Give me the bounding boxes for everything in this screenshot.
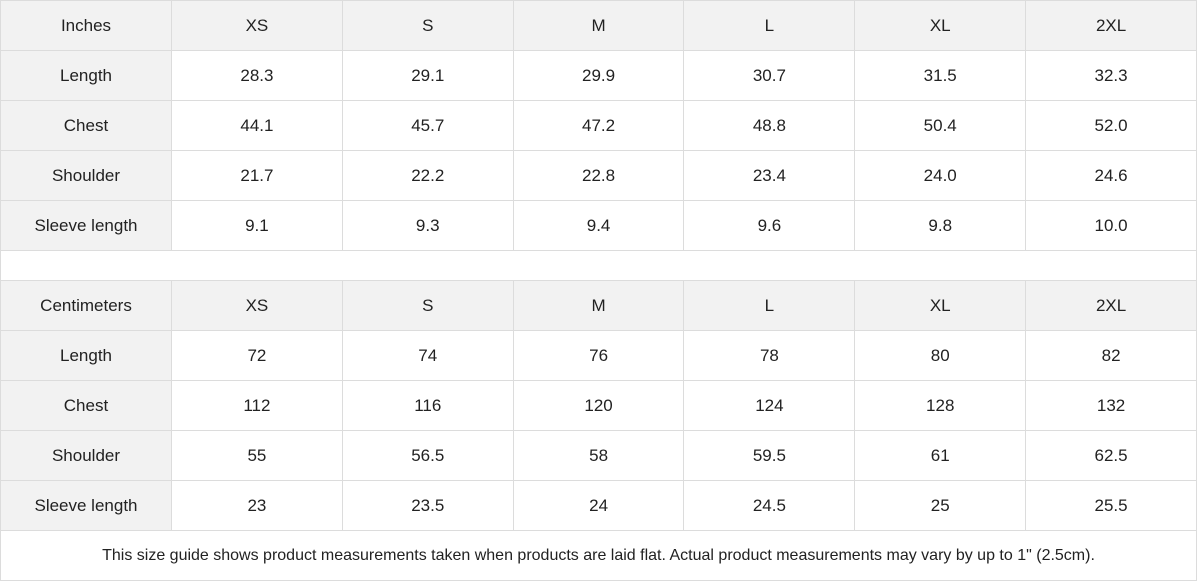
cell: 24.5 (683, 480, 856, 531)
cell: L (683, 280, 856, 331)
cell: 55 (171, 430, 343, 481)
cell: 23 (171, 480, 343, 531)
cell: M (512, 280, 685, 331)
cell: 124 (683, 380, 856, 431)
cell: XL (854, 0, 1027, 51)
row-label: Shoulder (0, 430, 172, 481)
cell: 21.7 (171, 150, 343, 201)
cell: M (512, 0, 685, 51)
cell: 47.2 (512, 100, 685, 151)
row-label: Length (0, 50, 172, 101)
inches-table-row: Shoulder 21.7 22.2 22.8 23.4 24.0 24.6 (0, 150, 1197, 201)
cell: L (683, 0, 856, 51)
cell: 24.6 (1025, 150, 1197, 201)
cell: 78 (683, 330, 856, 381)
cell: 59.5 (683, 430, 856, 481)
cell: 24.0 (854, 150, 1027, 201)
cell: 61 (854, 430, 1027, 481)
cell: 10.0 (1025, 200, 1197, 251)
cell: 112 (171, 380, 343, 431)
row-label: Inches (0, 0, 172, 51)
cell: XS (171, 0, 343, 51)
inches-header-row: Inches XS S M L XL 2XL (0, 0, 1197, 51)
cell: 45.7 (341, 100, 514, 151)
centimeters-table-row: Chest 112 116 120 124 128 132 (0, 380, 1197, 431)
cell: 56.5 (341, 430, 514, 481)
cell: 82 (1025, 330, 1197, 381)
cell: 31.5 (854, 50, 1027, 101)
cell: S (341, 0, 514, 51)
cell: 132 (1025, 380, 1197, 431)
centimeters-table-row: Length 72 74 76 78 80 82 (0, 330, 1197, 381)
inches-table-row: Sleeve length 9.1 9.3 9.4 9.6 9.8 10.0 (0, 200, 1197, 251)
footnote-row: This size guide shows product measuremen… (0, 530, 1197, 581)
cell: 9.8 (854, 200, 1027, 251)
cell: 44.1 (171, 100, 343, 151)
cell: 30.7 (683, 50, 856, 101)
cell: XS (171, 280, 343, 331)
cell: 62.5 (1025, 430, 1197, 481)
cell: 22.8 (512, 150, 685, 201)
cell: 28.3 (171, 50, 343, 101)
cell: 29.9 (512, 50, 685, 101)
inches-table-row: Length 28.3 29.1 29.9 30.7 31.5 32.3 (0, 50, 1197, 101)
cell: 2XL (1025, 280, 1197, 331)
cell: 116 (341, 380, 514, 431)
cell: 25.5 (1025, 480, 1197, 531)
cell: 76 (512, 330, 685, 381)
spacer-row (0, 250, 1197, 281)
cell: 9.3 (341, 200, 514, 251)
row-label: Chest (0, 380, 172, 431)
cell: 74 (341, 330, 514, 381)
row-label: Sleeve length (0, 480, 172, 531)
cell: 32.3 (1025, 50, 1197, 101)
centimeters-header-row: Centimeters XS S M L XL 2XL (0, 280, 1197, 331)
cell: 72 (171, 330, 343, 381)
cell: 24 (512, 480, 685, 531)
cell: 120 (512, 380, 685, 431)
cell: 23.4 (683, 150, 856, 201)
cell: 23.5 (341, 480, 514, 531)
inches-table-row: Chest 44.1 45.7 47.2 48.8 50.4 52.0 (0, 100, 1197, 151)
cell: 48.8 (683, 100, 856, 151)
cell: 50.4 (854, 100, 1027, 151)
row-label: Length (0, 330, 172, 381)
cell: 9.4 (512, 200, 685, 251)
cell: 52.0 (1025, 100, 1197, 151)
centimeters-table-row: Shoulder 55 56.5 58 59.5 61 62.5 (0, 430, 1197, 481)
spacer (0, 250, 1197, 281)
row-label: Chest (0, 100, 172, 151)
row-label: Centimeters (0, 280, 172, 331)
cell: 25 (854, 480, 1027, 531)
cell: XL (854, 280, 1027, 331)
cell: 29.1 (341, 50, 514, 101)
cell: 58 (512, 430, 685, 481)
footnote: This size guide shows product measuremen… (0, 530, 1197, 581)
cell: 9.6 (683, 200, 856, 251)
row-label: Sleeve length (0, 200, 172, 251)
centimeters-table-row: Sleeve length 23 23.5 24 24.5 25 25.5 (0, 480, 1197, 531)
cell: 9.1 (171, 200, 343, 251)
cell: 128 (854, 380, 1027, 431)
cell: 22.2 (341, 150, 514, 201)
cell: 2XL (1025, 0, 1197, 51)
row-label: Shoulder (0, 150, 172, 201)
cell: S (341, 280, 514, 331)
cell: 80 (854, 330, 1027, 381)
